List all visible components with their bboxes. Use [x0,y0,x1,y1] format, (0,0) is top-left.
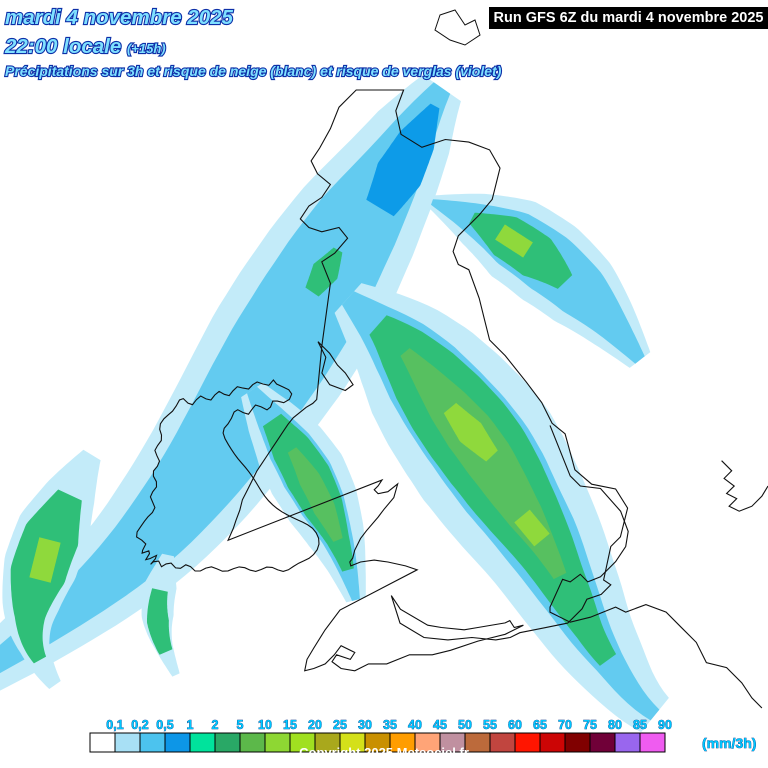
svg-text:0,2: 0,2 [131,718,148,732]
svg-text:5: 5 [237,718,244,732]
svg-text:65: 65 [533,718,547,732]
svg-text:0,1: 0,1 [106,718,123,732]
svg-text:40: 40 [408,718,422,732]
svg-text:35: 35 [383,718,397,732]
svg-text:90: 90 [658,718,672,732]
svg-text:10: 10 [258,718,272,732]
svg-text:50: 50 [458,718,472,732]
svg-text:45: 45 [433,718,447,732]
svg-text:20: 20 [308,718,322,732]
svg-text:85: 85 [633,718,647,732]
svg-text:55: 55 [483,718,497,732]
svg-text:80: 80 [608,718,622,732]
svg-text:15: 15 [283,718,297,732]
svg-text:60: 60 [508,718,522,732]
svg-text:70: 70 [558,718,572,732]
svg-text:1: 1 [187,718,194,732]
svg-text:75: 75 [583,718,597,732]
svg-text:30: 30 [358,718,372,732]
svg-text:0,5: 0,5 [156,718,173,732]
svg-text:2: 2 [212,718,219,732]
svg-text:25: 25 [333,718,347,732]
